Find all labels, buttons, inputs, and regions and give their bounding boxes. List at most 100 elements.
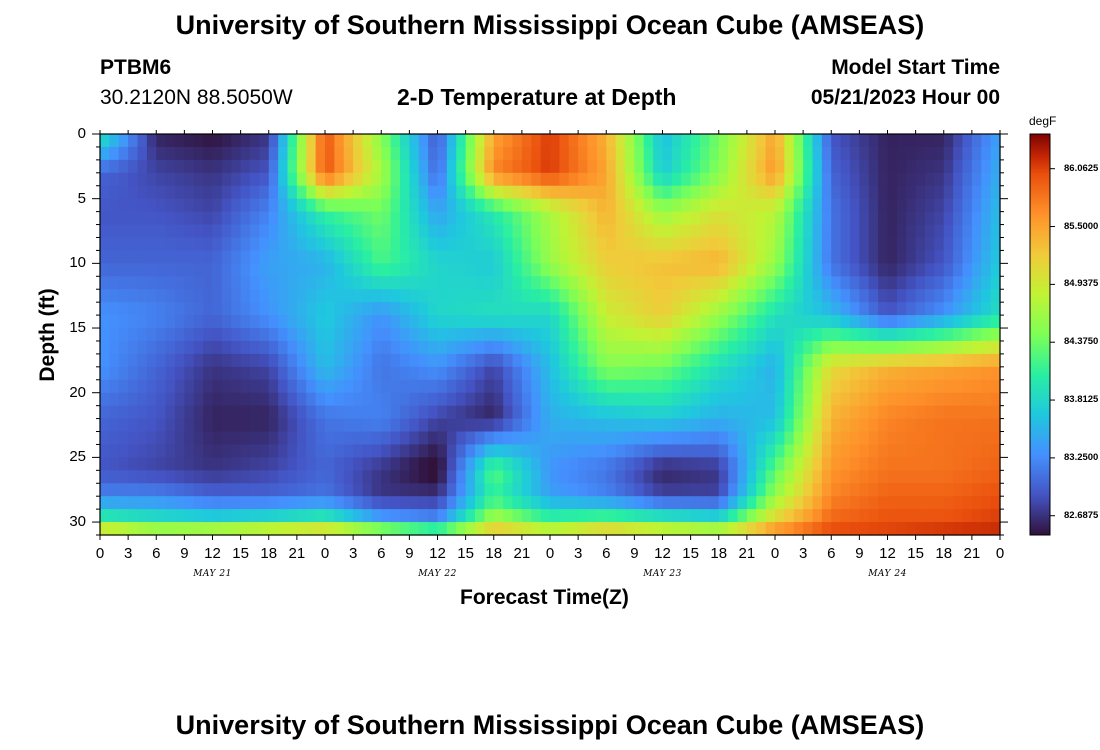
heatmap-cell	[475, 263, 485, 277]
heatmap-cell	[540, 263, 551, 277]
heatmap-cell	[793, 470, 804, 484]
heatmap-cell	[175, 172, 185, 187]
heatmap-cell	[953, 431, 964, 446]
heatmap-cell	[690, 263, 701, 277]
heatmap-cell	[465, 250, 476, 264]
x-tick-label: 12	[429, 545, 446, 562]
heatmap-cell	[371, 496, 382, 510]
heatmap-cell	[821, 496, 832, 510]
heatmap-cell	[250, 483, 260, 497]
heatmap-cell	[268, 405, 279, 420]
heatmap-cell	[109, 431, 120, 446]
heatmap-cell	[325, 250, 335, 264]
heatmap-cell	[943, 405, 954, 420]
heatmap-cell	[296, 172, 307, 187]
heatmap-cell	[146, 134, 157, 148]
heatmap-cell	[165, 146, 176, 161]
heatmap-cell	[437, 172, 448, 187]
heatmap-cell	[934, 353, 945, 368]
heatmap-cell	[568, 315, 579, 329]
heatmap-cell	[578, 250, 589, 264]
heatmap-cell	[193, 470, 204, 484]
heatmap-cell	[203, 263, 214, 277]
heatmap-cell	[953, 366, 964, 381]
heatmap-cell	[990, 237, 1001, 252]
heatmap-cell	[896, 185, 907, 200]
heatmap-cell	[512, 328, 523, 342]
heatmap-cell	[296, 509, 307, 523]
heatmap-cell	[353, 224, 364, 239]
heatmap-cell	[765, 444, 776, 458]
heatmap-cell	[878, 405, 889, 420]
heatmap-cell	[250, 470, 260, 484]
heatmap-cell	[437, 185, 448, 200]
heatmap-cell	[690, 353, 701, 368]
heatmap-cell	[259, 444, 270, 458]
heatmap-cell	[746, 470, 757, 484]
heatmap-cell	[493, 237, 504, 252]
heatmap-cell	[746, 250, 757, 264]
heatmap-cell	[296, 315, 307, 329]
heatmap-cell	[343, 444, 354, 458]
heatmap-cell	[943, 392, 954, 407]
heatmap-cell	[521, 328, 532, 342]
heatmap-cell	[475, 302, 485, 316]
heatmap-cell	[521, 185, 532, 200]
heatmap-cell	[343, 250, 354, 264]
heatmap-cell	[503, 418, 514, 433]
heatmap-cell	[100, 159, 110, 174]
heatmap-cell	[925, 159, 935, 174]
heatmap-cell	[465, 315, 476, 329]
heatmap-cell	[878, 237, 889, 252]
heatmap-cell	[456, 237, 467, 252]
heatmap-cell	[512, 134, 523, 148]
x-tick-label: 12	[654, 545, 671, 562]
y-tick-label: 20	[69, 383, 86, 401]
heatmap-cell	[409, 366, 420, 381]
heatmap-cell	[390, 211, 401, 226]
heatmap-cell	[512, 405, 523, 420]
heatmap-cell	[409, 289, 420, 303]
heatmap-cell	[615, 302, 626, 316]
heatmap-cell	[353, 250, 364, 264]
heatmap-cell	[137, 392, 148, 407]
heatmap-cell	[831, 353, 842, 368]
heatmap-cell	[662, 224, 673, 239]
heatmap-cell	[737, 134, 748, 148]
heatmap-cell	[634, 237, 645, 252]
heatmap-cell	[475, 237, 485, 252]
heatmap-cell	[446, 483, 457, 497]
heatmap-cell	[765, 224, 776, 239]
heatmap-cell	[493, 134, 504, 148]
heatmap-cell	[793, 366, 804, 381]
heatmap-cell	[896, 496, 907, 510]
heatmap-cell	[971, 263, 982, 277]
heatmap-cell	[212, 496, 223, 510]
heatmap-cell	[718, 237, 729, 252]
heatmap-cell	[728, 237, 739, 252]
heatmap-cell	[915, 353, 926, 368]
heatmap-cell	[512, 224, 523, 239]
heatmap-cell	[315, 522, 326, 536]
heatmap-cell	[315, 509, 326, 523]
heatmap-cell	[540, 340, 551, 355]
heatmap-cell	[400, 457, 410, 471]
heatmap-cell	[371, 431, 382, 446]
heatmap-cell	[643, 263, 654, 277]
heatmap-cell	[925, 134, 935, 148]
heatmap-cell	[137, 340, 148, 355]
heatmap-cell	[850, 224, 860, 239]
heatmap-cell	[859, 134, 870, 148]
heatmap-cell	[718, 315, 729, 329]
heatmap-cell	[784, 431, 795, 446]
heatmap-cell	[671, 353, 682, 368]
heatmap-cell	[259, 418, 270, 433]
heatmap-cell	[990, 496, 1001, 510]
heatmap-cell	[868, 483, 879, 497]
heatmap-cell	[203, 211, 214, 226]
heatmap-cell	[296, 328, 307, 342]
heatmap-cell	[240, 509, 251, 523]
heatmap-cell	[906, 379, 917, 394]
heatmap-cell	[296, 405, 307, 420]
heatmap-cell	[203, 340, 214, 355]
